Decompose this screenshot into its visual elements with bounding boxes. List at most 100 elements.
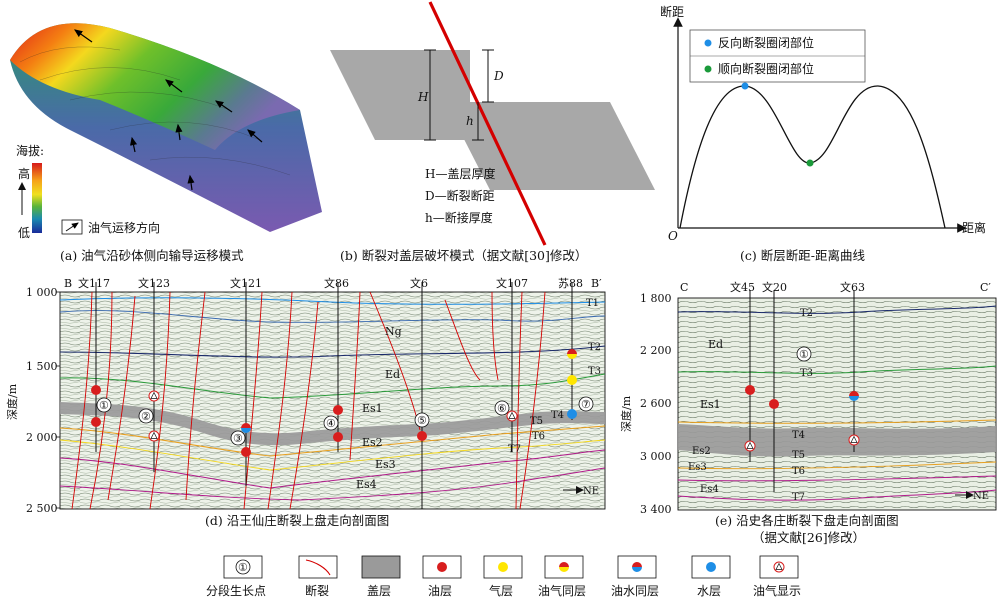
horizon-T7	[59, 449, 606, 489]
fault-line	[428, 1, 547, 246]
water-marker	[567, 409, 577, 419]
displacement-curve	[679, 85, 946, 229]
well-lines-e	[749, 290, 855, 492]
horizon-label: T7	[508, 444, 521, 455]
horizon-T2	[59, 345, 606, 358]
layer-label: Es1	[362, 402, 383, 415]
layer-label: Es3	[375, 458, 396, 471]
growth-point-label: ⑦	[581, 398, 591, 411]
horizon-label: T2	[800, 308, 813, 319]
section-end-C-prime: C′	[980, 281, 991, 294]
oil-marker	[769, 399, 779, 409]
horizon-label: T5	[792, 450, 805, 461]
oil-marker	[91, 385, 101, 395]
elevation-label: 海拔:	[16, 143, 44, 158]
cap-layer-band-e	[678, 424, 996, 457]
direction-label-d: NE	[583, 486, 599, 497]
growth-point-label: ①	[799, 348, 809, 361]
layer-label: Es1	[700, 398, 721, 411]
panel-e: C 文45 文20 文63 C′ 深度/m 1 800 2 200 2 600 …	[619, 280, 997, 545]
panel-e-caption-ref: （据文献[26]修改）	[752, 530, 865, 545]
elevation-color-bar	[32, 163, 42, 233]
horizon-T3-e	[677, 365, 997, 374]
panel-e-caption: (e) 沿史各庄断裂下盘走向剖面图	[715, 513, 899, 528]
reservoir-markers-e	[744, 385, 860, 452]
y-axis-label: 断距	[660, 4, 684, 19]
layer-label: Ng	[385, 325, 402, 338]
horizon-label: T3	[800, 368, 813, 379]
well-name: 文86	[324, 276, 349, 290]
cap-block-upper	[330, 50, 470, 140]
legend-water-icon	[706, 562, 716, 572]
horizon-label: T1	[586, 298, 599, 309]
oil-water-marker	[241, 423, 251, 428]
legend-fault-icon	[305, 559, 331, 576]
growth-point	[796, 346, 812, 362]
horizon-label: T4	[792, 430, 805, 441]
horizon-label: T3	[588, 366, 601, 377]
faults-d	[71, 291, 546, 510]
legend-gas-icon	[498, 562, 508, 572]
def-H: H—盖层厚度	[425, 166, 495, 181]
layer-label: Es2	[362, 436, 383, 449]
migration-arrow	[215, 100, 233, 113]
panel-d: B 文117 文123 文121 文86 文6 文107 苏88 B′ 深度/m…	[5, 276, 606, 528]
layer-label: Es3	[688, 462, 707, 473]
legend-green-label: 顺向断裂圈闭部位	[718, 61, 814, 76]
label-H: H	[417, 90, 429, 104]
oil-marker	[417, 431, 427, 441]
growth-point-label: ③	[233, 432, 243, 445]
legend-label: 水层	[697, 584, 721, 598]
reservoir-markers-d	[91, 349, 577, 457]
legend-green-dot	[704, 65, 712, 73]
def-D: D—断裂断距	[425, 188, 495, 203]
well-name: 文107	[496, 276, 528, 290]
growth-point-label: ②	[141, 410, 151, 423]
migration-arrow	[74, 29, 93, 43]
legend-blue-label: 反向断裂圈闭部位	[718, 35, 814, 50]
show-marker-icon	[850, 435, 858, 443]
y-axis-label-d: 深度/m	[5, 383, 19, 420]
y-tick: 2 000	[26, 431, 58, 444]
legend-cap-box	[361, 555, 401, 579]
layer-label: Ed	[385, 368, 400, 381]
oil-gas-marker	[567, 349, 577, 354]
y-tick: 1 000	[26, 286, 58, 299]
migration-arrow	[247, 129, 263, 143]
show-marker-icon	[150, 431, 158, 439]
seismic-section-e	[677, 297, 997, 511]
well-name: 文123	[138, 276, 170, 290]
show-marker-icon	[746, 441, 754, 449]
well-name: 文20	[762, 280, 787, 294]
legend-label: 分段生长点	[206, 583, 266, 598]
legend-label: 油水同层	[611, 584, 659, 598]
green-point	[806, 159, 814, 167]
panel-d-caption: (d) 沿王仙庄断裂上盘走向剖面图	[205, 513, 389, 528]
cap-block-lower	[445, 102, 655, 190]
oil-marker	[333, 432, 343, 442]
legend-fault-box	[298, 555, 338, 579]
panel-b-caption: (b) 断裂对盖层破坏模式（据文献[30]修改）	[340, 248, 587, 263]
well-name: 文6	[410, 276, 428, 290]
x-axis-label: 距离	[962, 220, 986, 235]
bottom-legend: ① 分段生长点 断裂 盖层 油层 气层 油气同层 油水同层 水层 油气显示	[206, 555, 801, 598]
y-tick: 2 200	[640, 344, 672, 357]
y-tick: 2 500	[26, 502, 58, 515]
y-tick: 2 600	[640, 397, 672, 410]
label-D: D	[493, 69, 504, 83]
legend-growth-symbol: ①	[238, 561, 248, 574]
horizon-label: T7	[792, 492, 805, 503]
oil-marker	[91, 417, 101, 427]
label-h: h	[466, 114, 474, 128]
panel-c: 断距 距离 O 反向断裂圈闭部位 顺向断裂圈闭部位 (c) 断层断距-距离曲线	[660, 4, 986, 263]
layer-label: Es4	[700, 484, 719, 495]
horizon-T2-e	[677, 305, 997, 314]
legend-label: 断裂	[305, 583, 329, 598]
oil-water-marker	[849, 391, 859, 396]
panel-a-caption: (a) 油气沿砂体侧向输导运移模式	[60, 248, 244, 263]
horizon-T7-e	[677, 489, 997, 501]
horizon-label: T6	[532, 431, 545, 442]
legend-label: 气层	[489, 583, 513, 598]
growth-points-d: ① ② ③ ④ ⑤ ⑥ ⑦	[96, 396, 594, 446]
